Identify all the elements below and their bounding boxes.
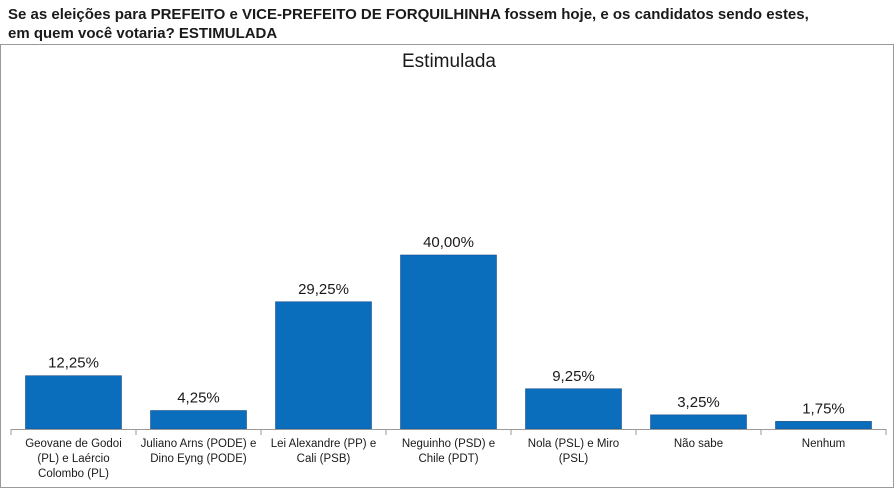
category-label-line: Cali (PSB) (297, 453, 351, 465)
question-line-1: Se as eleições para PREFEITO e VICE-PREF… (8, 6, 809, 23)
category-label-line: Nenhum (802, 438, 845, 450)
category-label-line: (PL) e Laércio (37, 453, 109, 465)
bar (275, 301, 372, 430)
category-label: Lei Alexandre (PP) e Cali (PSB) (271, 438, 376, 465)
category-labels: Geovane de Godoi (PL) e Laércio Colombo (P… (25, 438, 845, 480)
data-label: 3,25% (677, 394, 720, 411)
question-text: Se as eleições para PREFEITO e VICE-PREF… (8, 5, 893, 43)
bar (25, 375, 122, 430)
category-label-line: Geovane de Godoi (25, 438, 122, 450)
chart-panel: Estimulada 12,25% 4,25% 29,25% 40,00% 9,25% 3… (0, 44, 894, 488)
value-labels: 12,25% 4,25% 29,25% 40,00% 9,25% 3,25% 1,75% (48, 234, 845, 417)
category-label: Nola (PSL) e Miro (PSL) (528, 438, 619, 465)
category-label-line: Colombo (PL) (38, 468, 109, 480)
category-label-line: (PSL) (559, 453, 589, 465)
bar (400, 254, 497, 430)
data-label: 29,25% (298, 281, 349, 298)
bar (150, 410, 247, 430)
category-label-line: Não sabe (674, 438, 723, 450)
category-label: Nenhum (802, 438, 845, 450)
data-label: 1,75% (802, 400, 845, 417)
category-label: Geovane de Godoi (PL) e Laércio Colombo (P… (25, 438, 122, 480)
category-label-line: Juliano Arns (PODE) e (141, 438, 257, 450)
category-label-line: Nola (PSL) e Miro (528, 438, 619, 450)
data-label: 4,25% (177, 390, 220, 407)
data-label: 40,00% (423, 234, 474, 251)
category-label-line: Neguinho (PSD) e (402, 438, 495, 450)
category-label: Neguinho (PSD) e Chile (PDT) (402, 438, 495, 465)
bars-group (25, 254, 872, 430)
bar (775, 421, 872, 430)
category-label-line: Dino Eyng (PODE) (150, 453, 247, 465)
category-label: Juliano Arns (PODE) e Dino Eyng (PODE) (141, 438, 257, 465)
bar (650, 414, 747, 430)
category-label-line: Lei Alexandre (PP) e (271, 438, 376, 450)
category-label-line: Chile (PDT) (418, 453, 478, 465)
chart-title: Estimulada (402, 51, 496, 72)
question-line-2: em quem você votaria? ESTIMULADA (8, 25, 278, 42)
data-label: 9,25% (552, 368, 595, 385)
bar-chart: Estimulada 12,25% 4,25% 29,25% 40,00% 9,25% 3… (10, 51, 887, 480)
data-label: 12,25% (48, 355, 99, 372)
category-label: Não sabe (674, 438, 723, 450)
bar (525, 388, 622, 430)
x-axis-ticks (10, 429, 887, 435)
